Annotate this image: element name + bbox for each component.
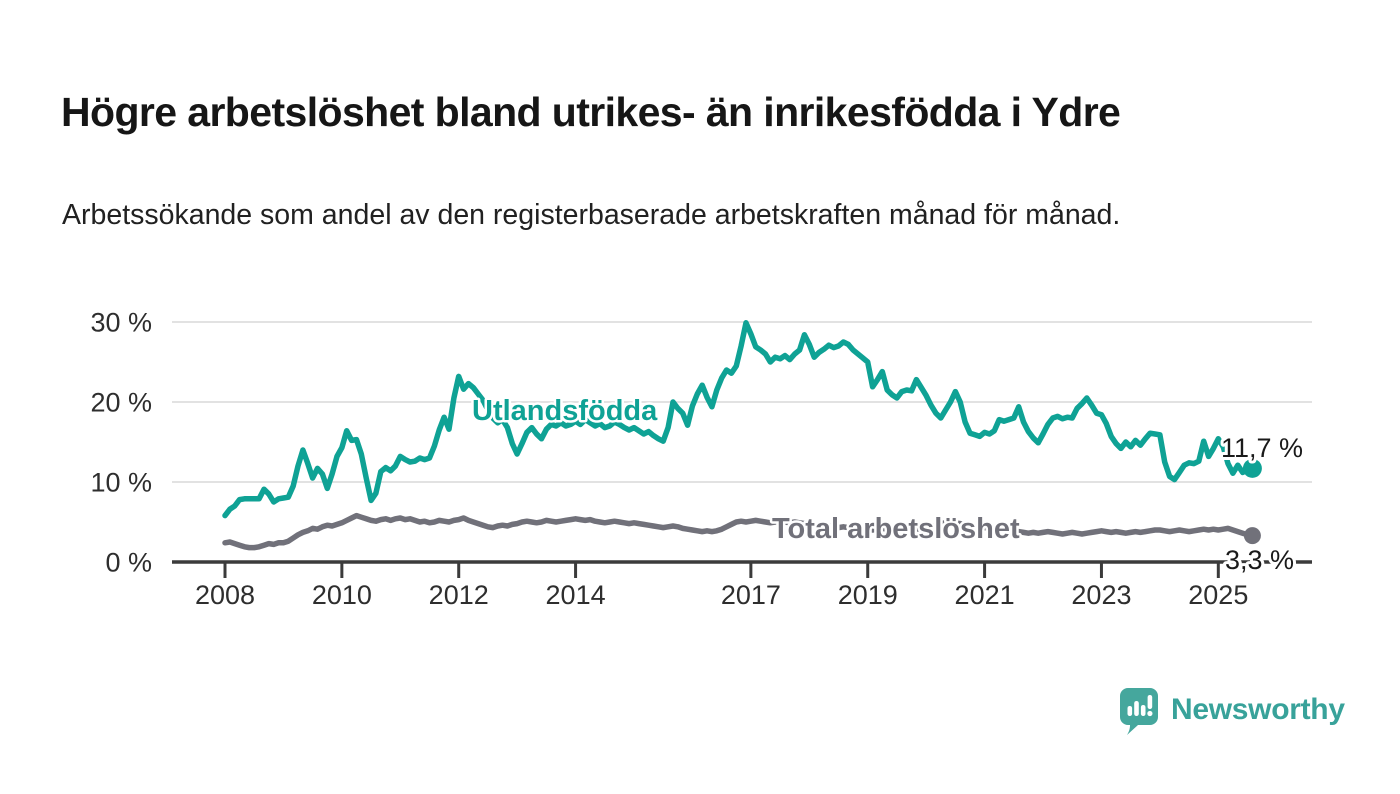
- x-tick-label-2014: 2014: [546, 580, 606, 610]
- page-title: Högre arbetslöshet bland utrikes- än inr…: [61, 89, 1121, 136]
- x-tick-label-2008: 2008: [195, 580, 255, 610]
- x-tick-label-2019: 2019: [838, 580, 898, 610]
- y-tick-label-20: 20 %: [90, 388, 152, 418]
- series-label-total-arbetsloshet: Total arbetslöshet: [772, 513, 1020, 545]
- series-end-dot-total-arbetsloshet: [1243, 527, 1261, 545]
- series-line-total-arbetsloshet: [222, 512, 1256, 551]
- newsworthy-logo-icon: [1120, 688, 1158, 735]
- x-tick-label-2025: 2025: [1188, 580, 1248, 610]
- series-label-utlandsfodda: Utlandsfödda: [472, 395, 658, 427]
- x-tick-label-2010: 2010: [312, 580, 372, 610]
- series-end-dot-utlandsfodda: [1242, 458, 1262, 478]
- series-line-utlandsfodda: [222, 320, 1256, 519]
- y-tick-label-0: 0 %: [105, 548, 152, 578]
- newsworthy-logo-text: Newsworthy: [1171, 693, 1345, 726]
- x-tick-label-2021: 2021: [955, 580, 1015, 610]
- newsworthy-logo: Newsworthy: [1120, 688, 1345, 736]
- y-tick-label-10: 10 %: [90, 468, 152, 498]
- x-tick-label-2017: 2017: [721, 580, 781, 610]
- end-value-label-total-arbetsloshet: 3,3 %: [1225, 545, 1294, 575]
- x-tick-label-2012: 2012: [429, 580, 489, 610]
- y-tick-label-30: 30 %: [90, 308, 152, 338]
- end-value-label-utlandsfodda: 11,7 %: [1221, 433, 1303, 463]
- x-tick-label-2023: 2023: [1071, 580, 1131, 610]
- chart-subtitle: Arbetssökande som andel av den registerb…: [62, 198, 1121, 231]
